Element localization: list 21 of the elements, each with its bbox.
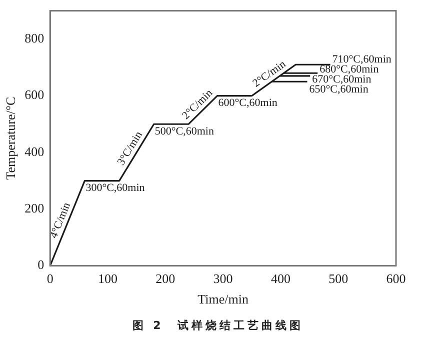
y-tick-label: 400 <box>24 144 44 159</box>
x-tick-label: 300 <box>213 271 233 286</box>
annotation: 300°C,60min <box>86 182 146 194</box>
caption: 图 2 试样烧结工艺曲线图 <box>131 318 305 333</box>
x-tick-label: 600 <box>386 271 406 286</box>
annotation: 680°C,60min <box>320 64 380 76</box>
y-tick-label: 600 <box>24 87 44 102</box>
y-tick-label: 800 <box>24 30 44 46</box>
x-tick-label: 500 <box>328 271 348 286</box>
y-tick-label: 0 <box>38 257 44 272</box>
x-tick-label: 400 <box>270 271 290 286</box>
annotation: 600°C,60min <box>218 97 278 110</box>
annotation: 710°C,60min <box>332 54 392 66</box>
annotation: 650°C,60min <box>309 84 369 96</box>
x-tick-label: 200 <box>156 271 176 286</box>
annotation: 500°C,60min <box>154 126 214 138</box>
x-tick-label: 100 <box>98 271 118 286</box>
y-axis-title: Temperature/°C <box>3 96 18 180</box>
x-axis-title: Time/min <box>198 292 249 307</box>
annotation: 670°C,60min <box>312 74 372 86</box>
y-tick-label: 200 <box>24 200 44 216</box>
